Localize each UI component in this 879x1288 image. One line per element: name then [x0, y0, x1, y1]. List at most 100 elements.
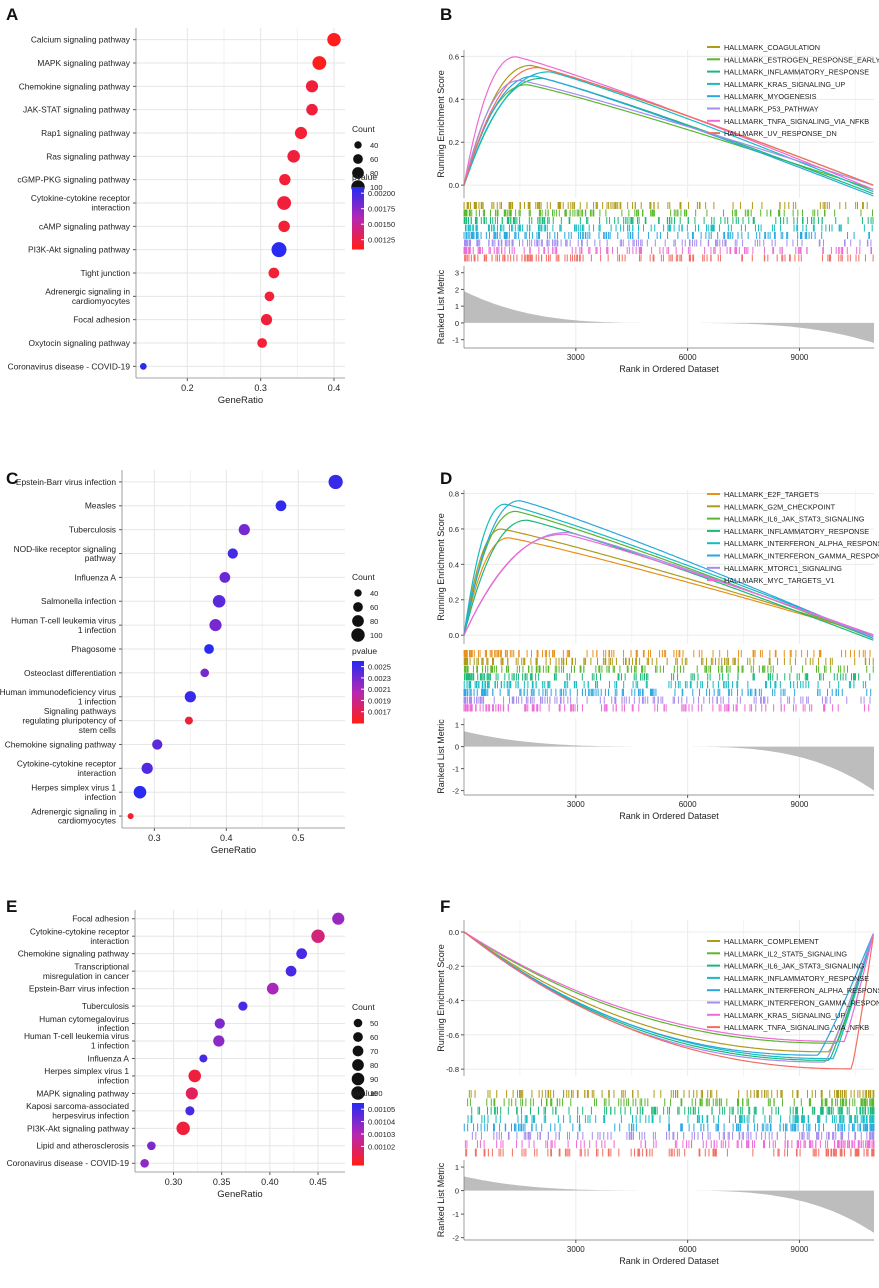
panel-e-count-legend-dot — [351, 1072, 365, 1086]
panel-e-dot — [213, 1035, 225, 1047]
panel-e-colorbar-segment — [352, 1136, 364, 1140]
panel-a-colorbar-segment — [352, 223, 364, 227]
panel-c-dot — [184, 691, 196, 703]
panel-a-colorbar-segment — [352, 220, 364, 224]
panel-a-colorbar-segment — [352, 238, 364, 242]
panel-a-category-label: cGMP-PKG signaling pathway — [17, 175, 130, 185]
panel-e-category-label: Lipid and atherosclerosis — [36, 1141, 129, 1151]
panel-e-colorbar-segment — [352, 1152, 364, 1156]
panel-e-dot — [185, 1106, 195, 1116]
panel-c-colorbar-segment — [352, 704, 364, 708]
panel-e-dot — [147, 1141, 156, 1151]
panel-d-metric-tick-label: -1 — [452, 765, 459, 774]
panel-e-colorbar-segment — [352, 1103, 364, 1107]
panel-a-xtick-label: 0.2 — [181, 383, 194, 393]
panel-e-category-label: Transcriptional misregulation in cancer — [43, 961, 129, 980]
panel-e-dot — [332, 912, 345, 925]
panel-d-xlabel: Rank in Ordered Dataset — [619, 811, 719, 821]
panel-a-colorbar-segment — [352, 202, 364, 206]
panel-c-colorbar-segment — [352, 684, 364, 688]
panel-a-xtick-label: 0.4 — [328, 383, 341, 393]
panel-a-colorbar-segment — [352, 189, 364, 193]
panel-c-colorbar-label: 0.0019 — [368, 696, 391, 705]
panel-e-colorbar-segment — [352, 1113, 364, 1117]
panel-f-ytick-label: -0.2 — [446, 962, 459, 971]
panel-letter-d: D — [440, 469, 452, 488]
panel-a-category-label: Rap1 signaling pathway — [41, 128, 131, 138]
panel-c-colorbar-segment — [352, 676, 364, 680]
panel-c-colorbar-segment — [352, 661, 364, 665]
panel-d-legend-label: HALLMARK_INTERFERON_GAMMA_RESPONSE — [724, 552, 879, 561]
panel-a-count-legend-dot — [353, 154, 363, 164]
panel-a-category-label: Focal adhesion — [73, 315, 130, 325]
panel-d-metric-area — [464, 731, 874, 791]
panel-b-ytick-label: 0.6 — [449, 52, 459, 61]
panel-e-dot — [296, 948, 308, 960]
panel-a-dot — [264, 291, 275, 302]
panel-e-count-legend-dot — [353, 1018, 363, 1028]
panel-c-colorbar-segment — [352, 712, 364, 716]
panel-c-category-label: Epstein-Barr virus infection — [16, 477, 116, 487]
panel-e-dot — [238, 1001, 248, 1011]
panel-c-colorbar-segment — [352, 697, 364, 701]
panel-e-xtick-label: 0.30 — [165, 1177, 183, 1187]
panel-e-category-label: Kaposi sarcoma-associated herpesvirus inf… — [26, 1101, 129, 1120]
panel-c-category-label: Osteoclast differentiation — [24, 668, 116, 678]
panel-a-colorbar-segment — [352, 230, 364, 234]
panel-a-dot — [287, 150, 300, 163]
panel-d-ytick-label: 0.0 — [449, 631, 459, 640]
panel-a-colorbar-segment — [352, 197, 364, 201]
panel-e-dot — [214, 1018, 225, 1029]
panel-c-colorbar-segment — [352, 702, 364, 706]
panel-f-legend-label: HALLMARK_COMPLEMENT — [724, 937, 819, 946]
panel-c-colorbar-segment — [352, 692, 364, 696]
panel-f-legend-label: HALLMARK_TNFA_SIGNALING_VIA_NFKB — [724, 1023, 869, 1032]
panel-c-colorbar-segment — [352, 689, 364, 693]
panel-e-category-label: Influenza A — [88, 1053, 130, 1063]
panel-e-colorbar-segment — [352, 1141, 364, 1145]
panel-a-count-legend-label: 100 — [370, 183, 383, 192]
panel-c-category-label: Phagosome — [71, 644, 116, 654]
panel-f-xtick-label: 6000 — [679, 1245, 697, 1254]
panel-c-dot — [209, 619, 222, 632]
panel-d-legend-label: HALLMARK_MTORC1_SIGNALING — [724, 564, 842, 573]
panel-a-dot — [279, 174, 291, 186]
panel-f-ylabel-metric: Ranked List Metric — [436, 1162, 446, 1237]
panel-d-metric-tick-label: -2 — [452, 787, 459, 796]
panel-a-colorbar-label: 0.00125 — [368, 236, 395, 245]
panel-c-category-label: Salmonella infection — [41, 596, 116, 606]
panel-d-ylabel-es: Running Enrichment Score — [436, 513, 446, 621]
panel-c-dot — [227, 548, 238, 559]
panel-f-xtick-label: 3000 — [567, 1245, 585, 1254]
panel-a-category-label: Oxytocin signaling pathway — [29, 338, 131, 348]
panel-c-count-legend-label: 100 — [370, 631, 383, 640]
panel-c-count-legend-label: 80 — [370, 617, 378, 626]
panel-e-dot — [285, 965, 297, 977]
panel-f-es-curve — [463, 931, 874, 1053]
panel-c-category-label: Chemokine signaling pathway — [5, 739, 117, 749]
panel-e-xtick-label: 0.45 — [309, 1177, 327, 1187]
panel-a-category-label: Tight junction — [80, 268, 130, 278]
panel-a-category-label: MAPK signaling pathway — [37, 58, 130, 68]
panel-e-count-legend-label: 70 — [370, 1047, 378, 1056]
panel-b-xtick-label: 6000 — [679, 353, 697, 362]
panel-e-count-legend-dot — [351, 1086, 365, 1100]
panel-c-colorbar-label: 0.0021 — [368, 685, 391, 694]
panel-f-ytick-label: -0.6 — [446, 1031, 459, 1040]
panel-c-dot — [184, 716, 193, 725]
panel-f-legend-label: HALLMARK_KRAS_SIGNALING_UP — [724, 1011, 845, 1020]
panel-a-count-legend-dot — [354, 141, 362, 149]
panel-b-ytick-label: 0.0 — [449, 181, 459, 190]
panel-c-count-legend-dot — [351, 628, 365, 642]
panel-a-count-legend-title: Count — [352, 124, 375, 134]
panel-a-dot — [327, 32, 341, 47]
panel-a-colorbar-segment — [352, 233, 364, 237]
panel-c-colorbar-segment — [352, 710, 364, 714]
panel-f-metric-tick-label: 1 — [455, 1163, 459, 1172]
panel-a-colorbar-segment — [352, 205, 364, 209]
panel-c-count-legend-label: 60 — [370, 603, 378, 612]
panel-a-dot — [278, 220, 290, 233]
panel-c-dot — [133, 785, 147, 799]
panel-a-category-label: JAK-STAT signaling pathway — [23, 105, 131, 115]
panel-e-dot — [311, 929, 325, 943]
